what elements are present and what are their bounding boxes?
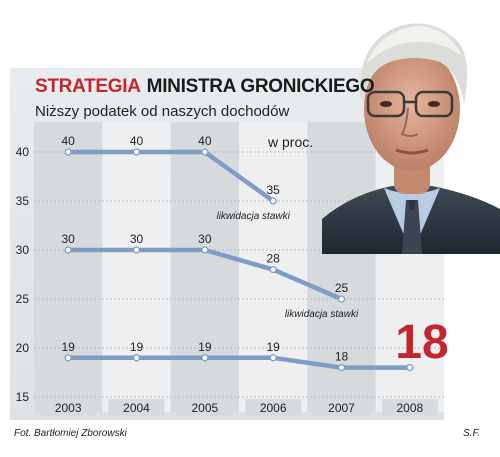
- data-point: [201, 354, 209, 362]
- x-tick-label: 2006: [260, 401, 287, 415]
- column-band: [34, 122, 103, 412]
- annotation-label: likwidacja stawki: [216, 211, 290, 222]
- series-group: 40 40 40 35 30 30 30 28 25 19 19 19 19 18: [61, 134, 414, 372]
- x-tick-box: [40, 399, 97, 416]
- y-tick-label: 15: [16, 390, 30, 404]
- chart-subtitle: Niższy podatek od naszych dochodów: [35, 103, 290, 120]
- data-point: [201, 246, 209, 254]
- x-tick-label: 2005: [191, 401, 218, 415]
- data-label: 40: [61, 134, 75, 148]
- data-label: 30: [198, 232, 212, 246]
- data-point: [269, 265, 277, 274]
- data-label: 19: [198, 340, 212, 354]
- series-line-2: [65, 355, 413, 370]
- photo-credit: Fot. Bartłomiej Zborowski: [14, 428, 127, 439]
- title-black: MINISTRA GRONICKIEGO: [146, 76, 375, 97]
- x-tick-box: [381, 399, 438, 416]
- data-label: 25: [335, 281, 349, 295]
- x-axis: 2003 2004 2005 2006 2007 2008: [40, 399, 438, 416]
- data-label: 30: [130, 232, 144, 246]
- x-tick-box: [245, 399, 302, 416]
- y-tick-label: 25: [16, 292, 30, 306]
- data-point: [201, 148, 209, 156]
- data-label: 18: [335, 350, 349, 364]
- data-label: 28: [266, 252, 280, 266]
- author-initials: S.F.: [463, 428, 481, 439]
- title-red: STRATEGIA: [35, 76, 141, 97]
- x-tick-label: 2007: [328, 401, 355, 415]
- data-point: [132, 246, 141, 254]
- column-bands: [34, 122, 444, 412]
- x-tick-box: [108, 399, 165, 416]
- x-tick-label: 2008: [396, 401, 423, 415]
- data-point: [132, 354, 141, 362]
- x-tick-box: [313, 399, 370, 416]
- data-label: 19: [61, 340, 75, 354]
- y-tick-label: 20: [16, 341, 30, 355]
- highlight-value: 18: [395, 316, 448, 369]
- data-label: 40: [130, 134, 144, 148]
- x-tick-label: 2003: [55, 401, 82, 415]
- column-band: [102, 122, 171, 412]
- data-point: [132, 148, 141, 156]
- data-point: [64, 246, 72, 254]
- chart-title: STRATEGIA MINISTRA GRONICKIEGO: [35, 76, 375, 98]
- series-line-0: [65, 149, 276, 204]
- data-point: [406, 363, 414, 372]
- data-point: [269, 197, 277, 205]
- annotation-label: likwidacja stawki: [285, 309, 359, 320]
- y-axis: 15 20 25 30 35 40: [16, 145, 30, 404]
- unit-label: w proc.: [268, 134, 314, 150]
- data-point: [269, 354, 277, 362]
- y-tick-label: 35: [16, 194, 30, 208]
- data-label: 40: [198, 134, 212, 148]
- column-band: [170, 122, 239, 412]
- data-point: [337, 295, 346, 303]
- x-tick-label: 2004: [123, 401, 150, 415]
- x-tick-box: [176, 399, 233, 416]
- data-label: 30: [61, 232, 75, 246]
- data-point: [337, 363, 346, 372]
- y-tick-label: 30: [16, 243, 30, 257]
- data-point: [64, 354, 72, 362]
- data-label: 35: [266, 183, 280, 197]
- y-tick-label: 40: [16, 145, 30, 159]
- data-label: 19: [130, 340, 144, 354]
- data-point: [64, 148, 72, 156]
- data-label: 19: [266, 340, 280, 354]
- annotations: likwidacja stawki likwidacja stawki: [216, 211, 358, 320]
- portrait-photo: [322, 23, 500, 254]
